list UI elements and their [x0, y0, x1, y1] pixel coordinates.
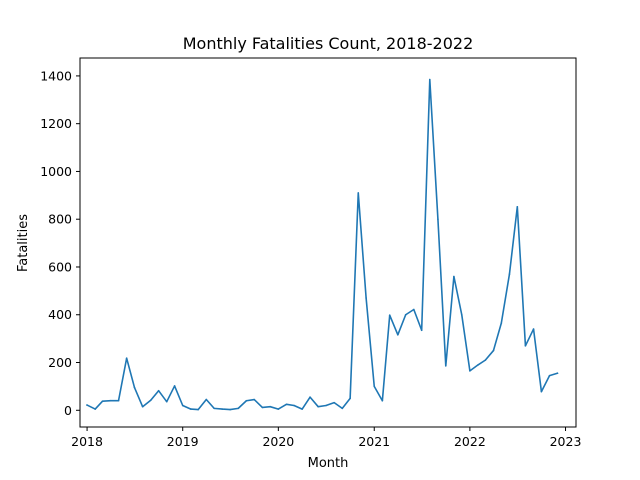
data-point — [285, 403, 288, 406]
data-point — [532, 328, 535, 330]
data-point — [349, 397, 351, 400]
data-point — [460, 313, 463, 316]
x-tick-label: 2019 — [167, 434, 199, 449]
data-point — [109, 399, 112, 402]
data-point — [181, 404, 184, 407]
data-point — [213, 407, 215, 410]
data-point — [173, 385, 176, 387]
data-point — [277, 408, 280, 410]
data-point — [86, 404, 88, 406]
y-axis-ticks: 0 200 400 600 800 1000 1200 1400 — [40, 68, 80, 418]
data-point — [484, 359, 487, 361]
data-point — [190, 408, 192, 410]
data-point — [253, 398, 256, 401]
data-point — [397, 334, 399, 336]
data-point — [165, 400, 168, 403]
data-point — [205, 398, 208, 401]
data-point — [357, 192, 360, 194]
y-tick-label: 0 — [64, 403, 72, 418]
data-point — [221, 408, 224, 410]
data-point — [516, 205, 519, 208]
x-tick-label: 2021 — [358, 434, 390, 449]
y-tick-label: 1400 — [40, 68, 72, 83]
y-tick-label: 1200 — [40, 116, 72, 131]
data-point — [301, 408, 303, 410]
data-point — [133, 386, 136, 389]
y-tick-label: 600 — [48, 259, 72, 274]
y-tick-label: 800 — [48, 212, 72, 227]
data-point — [437, 218, 439, 221]
x-tick-label: 2023 — [550, 434, 582, 449]
data-point — [365, 297, 367, 299]
data-point — [245, 399, 248, 402]
data-point — [420, 329, 423, 332]
x-tick-label: 2020 — [262, 434, 294, 449]
data-point — [293, 404, 295, 407]
data-point — [477, 364, 479, 366]
data-point — [333, 401, 335, 404]
series-line — [85, 78, 559, 411]
data-point — [556, 372, 559, 375]
data-point — [492, 349, 495, 352]
data-point — [197, 408, 199, 411]
data-point — [524, 345, 527, 347]
data-point — [469, 370, 471, 372]
data-point — [540, 390, 543, 393]
data-point — [548, 374, 551, 377]
data-point — [157, 389, 160, 392]
x-axis-ticks: 2018 2019 2020 2021 2022 2023 — [71, 427, 581, 449]
data-point — [373, 385, 376, 388]
data-point — [500, 322, 503, 324]
data-point — [453, 275, 455, 278]
data-point — [117, 399, 120, 402]
data-point — [141, 405, 144, 408]
data-point — [341, 407, 344, 410]
data-point — [237, 407, 240, 410]
data-point — [325, 404, 327, 407]
data-point — [101, 400, 104, 403]
x-axis-label: Month — [308, 456, 349, 471]
chart-title: Monthly Fatalities Count, 2018-2022 — [183, 34, 474, 53]
data-point — [428, 78, 431, 81]
data-point — [413, 308, 415, 311]
data-point — [404, 313, 407, 316]
data-point — [149, 399, 152, 402]
data-point — [444, 365, 447, 367]
series-layer — [85, 78, 559, 411]
data-point — [388, 314, 391, 317]
data-point — [317, 405, 319, 408]
data-point — [94, 408, 96, 410]
y-tick-label: 1000 — [40, 164, 72, 179]
data-point — [229, 408, 231, 411]
data-point — [261, 406, 264, 409]
x-tick-label: 2022 — [454, 434, 486, 449]
y-tick-label: 400 — [48, 307, 72, 322]
x-tick-label: 2018 — [71, 434, 103, 449]
plot-area — [80, 58, 576, 427]
y-tick-label: 200 — [48, 355, 72, 370]
data-point — [125, 357, 128, 360]
plot-frame — [79, 57, 577, 428]
data-point — [508, 273, 511, 275]
data-point — [269, 405, 272, 408]
y-axis-label: Fatalities — [16, 214, 31, 272]
data-point — [381, 399, 384, 402]
data-point — [309, 396, 311, 398]
